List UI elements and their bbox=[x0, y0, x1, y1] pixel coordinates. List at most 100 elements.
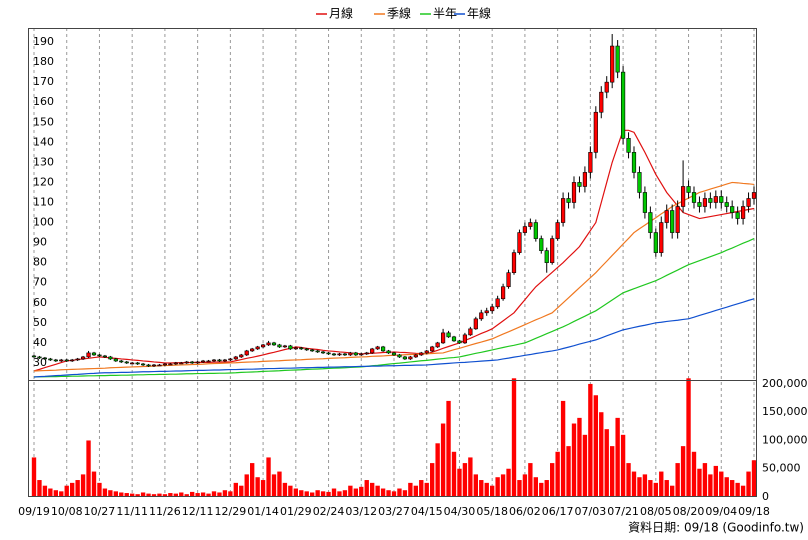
volume-bar bbox=[146, 493, 151, 497]
candle-body bbox=[495, 298, 500, 308]
candle-body bbox=[626, 138, 631, 153]
candle-body bbox=[435, 342, 440, 348]
candle-body bbox=[37, 356, 42, 359]
candle-body bbox=[719, 196, 724, 203]
ma-line bbox=[33, 298, 755, 378]
volume-bar bbox=[397, 488, 402, 497]
volume-bar bbox=[560, 400, 566, 497]
candle-body bbox=[135, 362, 140, 365]
candle-body bbox=[457, 340, 462, 344]
volume-bar bbox=[653, 482, 658, 497]
volume-bar bbox=[468, 457, 473, 497]
volume-bar bbox=[288, 485, 293, 497]
volume-bar bbox=[304, 491, 309, 497]
candle-body bbox=[430, 346, 435, 352]
volume-bar bbox=[337, 491, 342, 497]
volume-bar bbox=[233, 482, 238, 497]
x-tick-label: 10/08 bbox=[51, 505, 83, 518]
candle-body bbox=[157, 364, 162, 367]
volume-bar bbox=[255, 477, 260, 497]
volume-bar bbox=[386, 490, 391, 497]
volume-bar bbox=[599, 412, 604, 497]
y2-tick-label: 100,000 bbox=[762, 433, 808, 446]
candle-body bbox=[391, 352, 397, 356]
candle-body bbox=[271, 342, 277, 346]
y-tick-label: 60 bbox=[33, 296, 47, 309]
candle-body bbox=[473, 318, 478, 330]
candle-body bbox=[162, 363, 168, 366]
x-tick-label: 04/15 bbox=[411, 505, 443, 518]
candle-body bbox=[402, 356, 408, 360]
volume-bar bbox=[637, 477, 642, 497]
y-tick-label: 180 bbox=[33, 55, 54, 68]
volume-bar bbox=[162, 494, 168, 497]
volume-bar bbox=[550, 463, 555, 497]
y2-tick-label: 150,000 bbox=[762, 405, 808, 418]
candle-body bbox=[560, 198, 566, 223]
candle-body bbox=[124, 361, 129, 364]
candle-body bbox=[266, 342, 271, 346]
candle-body bbox=[380, 346, 386, 352]
volume-bar bbox=[446, 400, 451, 497]
candle-body bbox=[500, 286, 506, 300]
volume-bar bbox=[211, 491, 217, 497]
candle-body bbox=[53, 359, 58, 362]
candle-body bbox=[746, 198, 751, 207]
volume-bar bbox=[119, 492, 124, 497]
volume-bar bbox=[691, 451, 697, 497]
volume-bar bbox=[751, 460, 757, 497]
y-tick-label: 40 bbox=[33, 336, 47, 349]
volume-bar bbox=[228, 491, 233, 497]
volume-bar bbox=[746, 471, 751, 497]
candle-body bbox=[544, 250, 549, 263]
volume-bar bbox=[680, 446, 686, 497]
volume-bar bbox=[113, 491, 118, 497]
volume-bar bbox=[282, 482, 288, 497]
candle-body bbox=[604, 81, 609, 93]
candle-body bbox=[168, 363, 173, 366]
volume-bar bbox=[533, 477, 538, 497]
volume-bar bbox=[250, 463, 255, 497]
candle-body bbox=[555, 222, 560, 239]
volume-bar bbox=[735, 482, 740, 497]
candle-body bbox=[648, 212, 653, 233]
candle-body bbox=[588, 152, 593, 173]
y-tick-label: 110 bbox=[33, 195, 54, 208]
x-tick-label: 05/18 bbox=[476, 505, 508, 518]
candle-body bbox=[599, 91, 604, 113]
volume-bar bbox=[342, 490, 348, 497]
volume-bar bbox=[430, 463, 435, 497]
volume-bar bbox=[266, 457, 271, 497]
candle-body bbox=[697, 202, 702, 207]
volume-bar bbox=[184, 494, 189, 497]
volume-bar bbox=[326, 491, 331, 497]
volume-bar bbox=[124, 493, 129, 497]
volume-bar bbox=[370, 482, 375, 497]
candle-body bbox=[140, 363, 146, 366]
volume-bar bbox=[659, 471, 664, 497]
candle-body bbox=[260, 344, 266, 348]
candle-body bbox=[239, 354, 244, 358]
candle-body bbox=[735, 212, 740, 219]
candle-body bbox=[506, 272, 511, 288]
volume-bar bbox=[686, 378, 691, 497]
candle-body bbox=[304, 348, 309, 351]
volume-bar bbox=[473, 474, 478, 497]
candle-body bbox=[413, 354, 418, 358]
candle-body bbox=[468, 328, 473, 336]
volume-bar bbox=[457, 468, 462, 497]
volume-bar bbox=[315, 490, 320, 497]
x-tick-label: 11/11 bbox=[116, 505, 148, 518]
candle-body bbox=[659, 222, 664, 253]
volume-bar bbox=[206, 493, 211, 497]
volume-bar bbox=[490, 485, 495, 497]
candle-body bbox=[440, 332, 446, 344]
candle-body bbox=[386, 350, 391, 354]
y-tick-label: 90 bbox=[33, 236, 47, 249]
candle-body bbox=[342, 353, 348, 356]
volume-bar bbox=[42, 485, 48, 497]
x-tick-label: 09/19 bbox=[18, 505, 50, 518]
volume-bar bbox=[140, 492, 146, 497]
candle-body bbox=[331, 353, 337, 356]
